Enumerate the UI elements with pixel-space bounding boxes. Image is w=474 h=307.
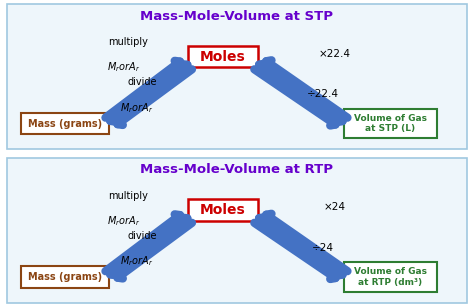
Text: Volume of Gas
at STP (L): Volume of Gas at STP (L) — [354, 114, 427, 133]
Text: ÷24: ÷24 — [312, 243, 334, 253]
Text: Mass (grams): Mass (grams) — [28, 119, 102, 129]
Text: $M_r orA_r$: $M_r orA_r$ — [120, 101, 154, 115]
FancyBboxPatch shape — [21, 113, 109, 134]
Text: ×22.4: ×22.4 — [319, 49, 351, 59]
Text: Mass-Mole-Volume at STP: Mass-Mole-Volume at STP — [140, 10, 334, 23]
Text: ×24: ×24 — [324, 203, 346, 212]
FancyBboxPatch shape — [188, 200, 258, 221]
Text: ÷22.4: ÷22.4 — [307, 89, 339, 99]
FancyBboxPatch shape — [188, 46, 258, 67]
Text: divide: divide — [127, 231, 156, 241]
FancyBboxPatch shape — [7, 4, 467, 149]
Text: multiply: multiply — [108, 191, 148, 201]
Text: $M_r orA_r$: $M_r orA_r$ — [107, 61, 140, 75]
Text: Volume of Gas
at RTP (dm³): Volume of Gas at RTP (dm³) — [354, 267, 427, 287]
Text: Mass-Mole-Volume at RTP: Mass-Mole-Volume at RTP — [140, 163, 334, 177]
Text: $M_r orA_r$: $M_r orA_r$ — [120, 255, 154, 268]
Text: divide: divide — [127, 77, 156, 87]
FancyBboxPatch shape — [344, 109, 437, 138]
Text: multiply: multiply — [108, 37, 148, 47]
Text: Moles: Moles — [200, 203, 246, 217]
Text: Mass (grams): Mass (grams) — [28, 272, 102, 282]
Text: Moles: Moles — [200, 50, 246, 64]
FancyBboxPatch shape — [21, 266, 109, 288]
Text: $M_r orA_r$: $M_r orA_r$ — [107, 214, 140, 228]
FancyBboxPatch shape — [344, 262, 437, 292]
FancyBboxPatch shape — [7, 158, 467, 303]
